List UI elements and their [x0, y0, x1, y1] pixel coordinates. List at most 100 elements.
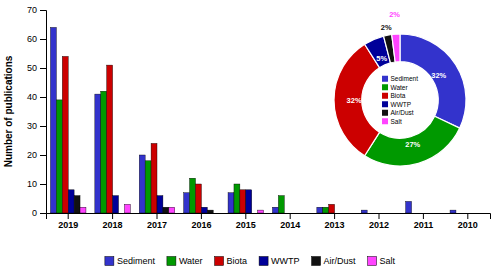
- bar: [290, 213, 296, 214]
- bar-series: [56, 91, 328, 213]
- legend-label: Salt: [391, 118, 402, 125]
- tick-label: 70: [27, 5, 37, 15]
- donut: 32%27%32%5%2%2%SedimentWaterBiotaWWTPAir…: [334, 10, 466, 166]
- legend-item: Salt: [368, 256, 396, 266]
- bar: [228, 193, 234, 213]
- tick-mark: [423, 213, 424, 219]
- legend-label: Sediment: [391, 75, 419, 82]
- legend-label: Air/Dust: [324, 256, 357, 266]
- bar: [302, 213, 308, 214]
- bar: [346, 213, 352, 214]
- bar: [145, 161, 151, 213]
- legend-item: Sediment: [105, 256, 156, 266]
- axis-line: [47, 214, 491, 220]
- bar: [213, 213, 219, 214]
- data-label: 2%: [389, 10, 400, 19]
- bar: [417, 213, 423, 214]
- bar: [201, 207, 207, 213]
- bar: [80, 207, 86, 213]
- y-tick: 70: [27, 5, 46, 15]
- tick-label: 2015: [236, 220, 256, 230]
- bar: [258, 210, 264, 213]
- x-tick: 2018: [103, 213, 123, 230]
- y-tick: 10: [27, 179, 46, 189]
- bar: [169, 207, 175, 213]
- tick-label: 2017: [147, 220, 167, 230]
- legend-swatch: [368, 257, 377, 266]
- legend-swatch: [312, 257, 321, 266]
- tick-mark: [40, 68, 46, 69]
- tick-mark: [201, 213, 202, 219]
- bar-series: [68, 190, 252, 213]
- bar-series: [62, 56, 334, 213]
- data-label: 5%: [376, 54, 387, 63]
- legend-label: Water: [179, 256, 203, 266]
- tick-mark: [40, 126, 46, 127]
- bar: [296, 213, 302, 214]
- bar: [124, 204, 130, 213]
- tick-label: 60: [27, 34, 37, 44]
- legend-label: Water: [391, 84, 409, 91]
- bar: [278, 196, 284, 213]
- legend-item: Biota: [215, 256, 248, 266]
- bar: [335, 213, 341, 214]
- legend-label: Air/Dust: [391, 109, 414, 116]
- legend-swatch: [382, 76, 388, 82]
- bar: [107, 65, 113, 213]
- bar: [252, 213, 258, 214]
- legend-item: Salt: [382, 118, 402, 125]
- tick-mark: [40, 155, 46, 156]
- data-label: 2%: [381, 23, 392, 32]
- legend-item: Air/Dust: [382, 109, 414, 116]
- tick-label: 2010: [458, 220, 478, 230]
- bar: [272, 207, 278, 213]
- bar: [412, 213, 418, 214]
- data-label: 27%: [405, 140, 420, 149]
- bar: [50, 27, 56, 213]
- tick-mark: [40, 213, 46, 214]
- bar: [474, 213, 480, 214]
- tick-label: 2019: [58, 220, 78, 230]
- bar: [406, 201, 412, 213]
- bar: [62, 56, 68, 213]
- data-label: 32%: [347, 96, 362, 105]
- x-tick: 2011: [414, 213, 434, 230]
- legend-label: Biota: [227, 256, 248, 266]
- bar: [423, 213, 429, 214]
- bar: [246, 190, 252, 213]
- tick-label: 0: [32, 208, 37, 218]
- tick-mark: [467, 213, 468, 219]
- legend-item: Biota: [382, 92, 406, 99]
- y-axis: 010203040506070: [27, 5, 47, 218]
- donut-slice: [365, 116, 460, 166]
- tick-label: 50: [27, 63, 37, 73]
- tick-label: 2016: [191, 220, 211, 230]
- donut-slice: [334, 44, 379, 155]
- data-label: 32%: [431, 71, 446, 80]
- tick-label: 2012: [369, 220, 389, 230]
- bar: [462, 213, 468, 214]
- bar: [190, 178, 196, 213]
- axis-line: [40, 11, 47, 214]
- x-axis: 2019201820172016201520142013201220112010: [47, 213, 491, 230]
- tick-mark: [68, 213, 69, 219]
- tick-label: 2014: [280, 220, 300, 230]
- legend-item: Air/Dust: [312, 256, 357, 266]
- bar: [317, 207, 323, 213]
- tick-mark: [40, 97, 46, 98]
- bar: [101, 91, 107, 213]
- bar: [373, 213, 379, 214]
- x-tick: 2016: [191, 213, 211, 230]
- x-tick: 2015: [236, 213, 256, 230]
- tick-label: 2018: [103, 220, 123, 230]
- tick-mark: [40, 184, 46, 185]
- tick-mark: [334, 213, 335, 219]
- legend-swatch: [215, 257, 224, 266]
- plot-area: [50, 27, 456, 213]
- x-tick: 2012: [369, 213, 389, 230]
- bar: [68, 190, 74, 213]
- legend-item: Water: [167, 256, 203, 266]
- legend-swatch: [382, 93, 388, 99]
- tick-mark: [40, 39, 46, 40]
- bar: [391, 213, 397, 214]
